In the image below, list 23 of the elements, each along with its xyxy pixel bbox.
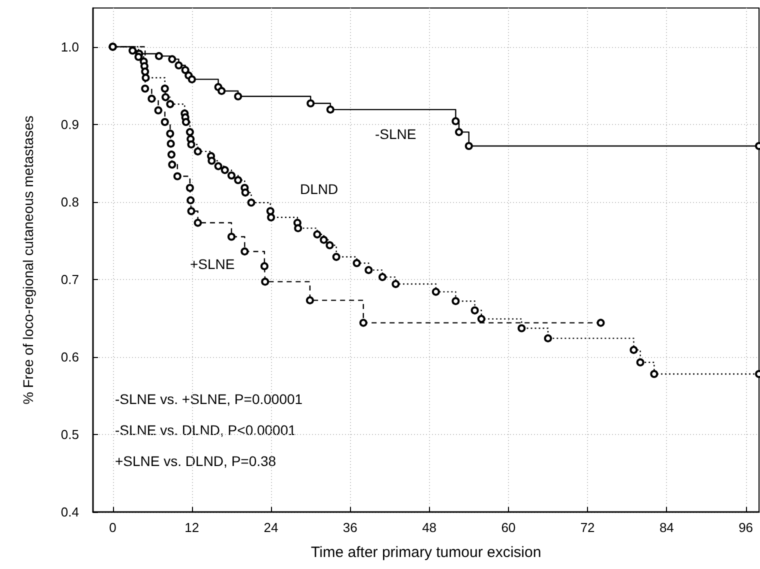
annotation: +SLNE vs. DLND, P=0.38: [115, 453, 276, 469]
x-tick-label: 24: [264, 520, 278, 535]
series-label: DLND: [300, 181, 338, 197]
y-axis-title: % Free of loco-regional cutaneous metastases: [20, 116, 36, 404]
annotation: -SLNE vs. +SLNE, P=0.00001: [115, 391, 303, 407]
series-label: -SLNE: [375, 126, 416, 142]
x-tick-label: 84: [659, 520, 674, 535]
y-tick-label: 0.7: [60, 272, 79, 287]
x-tick-label: 72: [580, 520, 595, 535]
y-tick-label: 1.0: [60, 39, 79, 54]
x-axis-title: Time after primary tumour excision: [310, 544, 542, 561]
x-tick-label: 60: [501, 520, 516, 535]
x-tick-label: 12: [184, 520, 200, 535]
x-tick-label: 0: [109, 520, 116, 535]
y-tick-label: 0.4: [60, 504, 79, 520]
y-tick-label: 0.8: [60, 194, 79, 210]
y-tick-label: 0.5: [60, 426, 79, 442]
x-tick-label: 36: [342, 520, 358, 535]
y-tick-label: 0.9: [60, 116, 79, 132]
y-tick-label: 0.6: [60, 349, 79, 364]
series-label: +SLNE: [190, 256, 235, 272]
x-tick-label: 96: [738, 520, 754, 535]
x-tick-label: 48: [422, 520, 437, 535]
